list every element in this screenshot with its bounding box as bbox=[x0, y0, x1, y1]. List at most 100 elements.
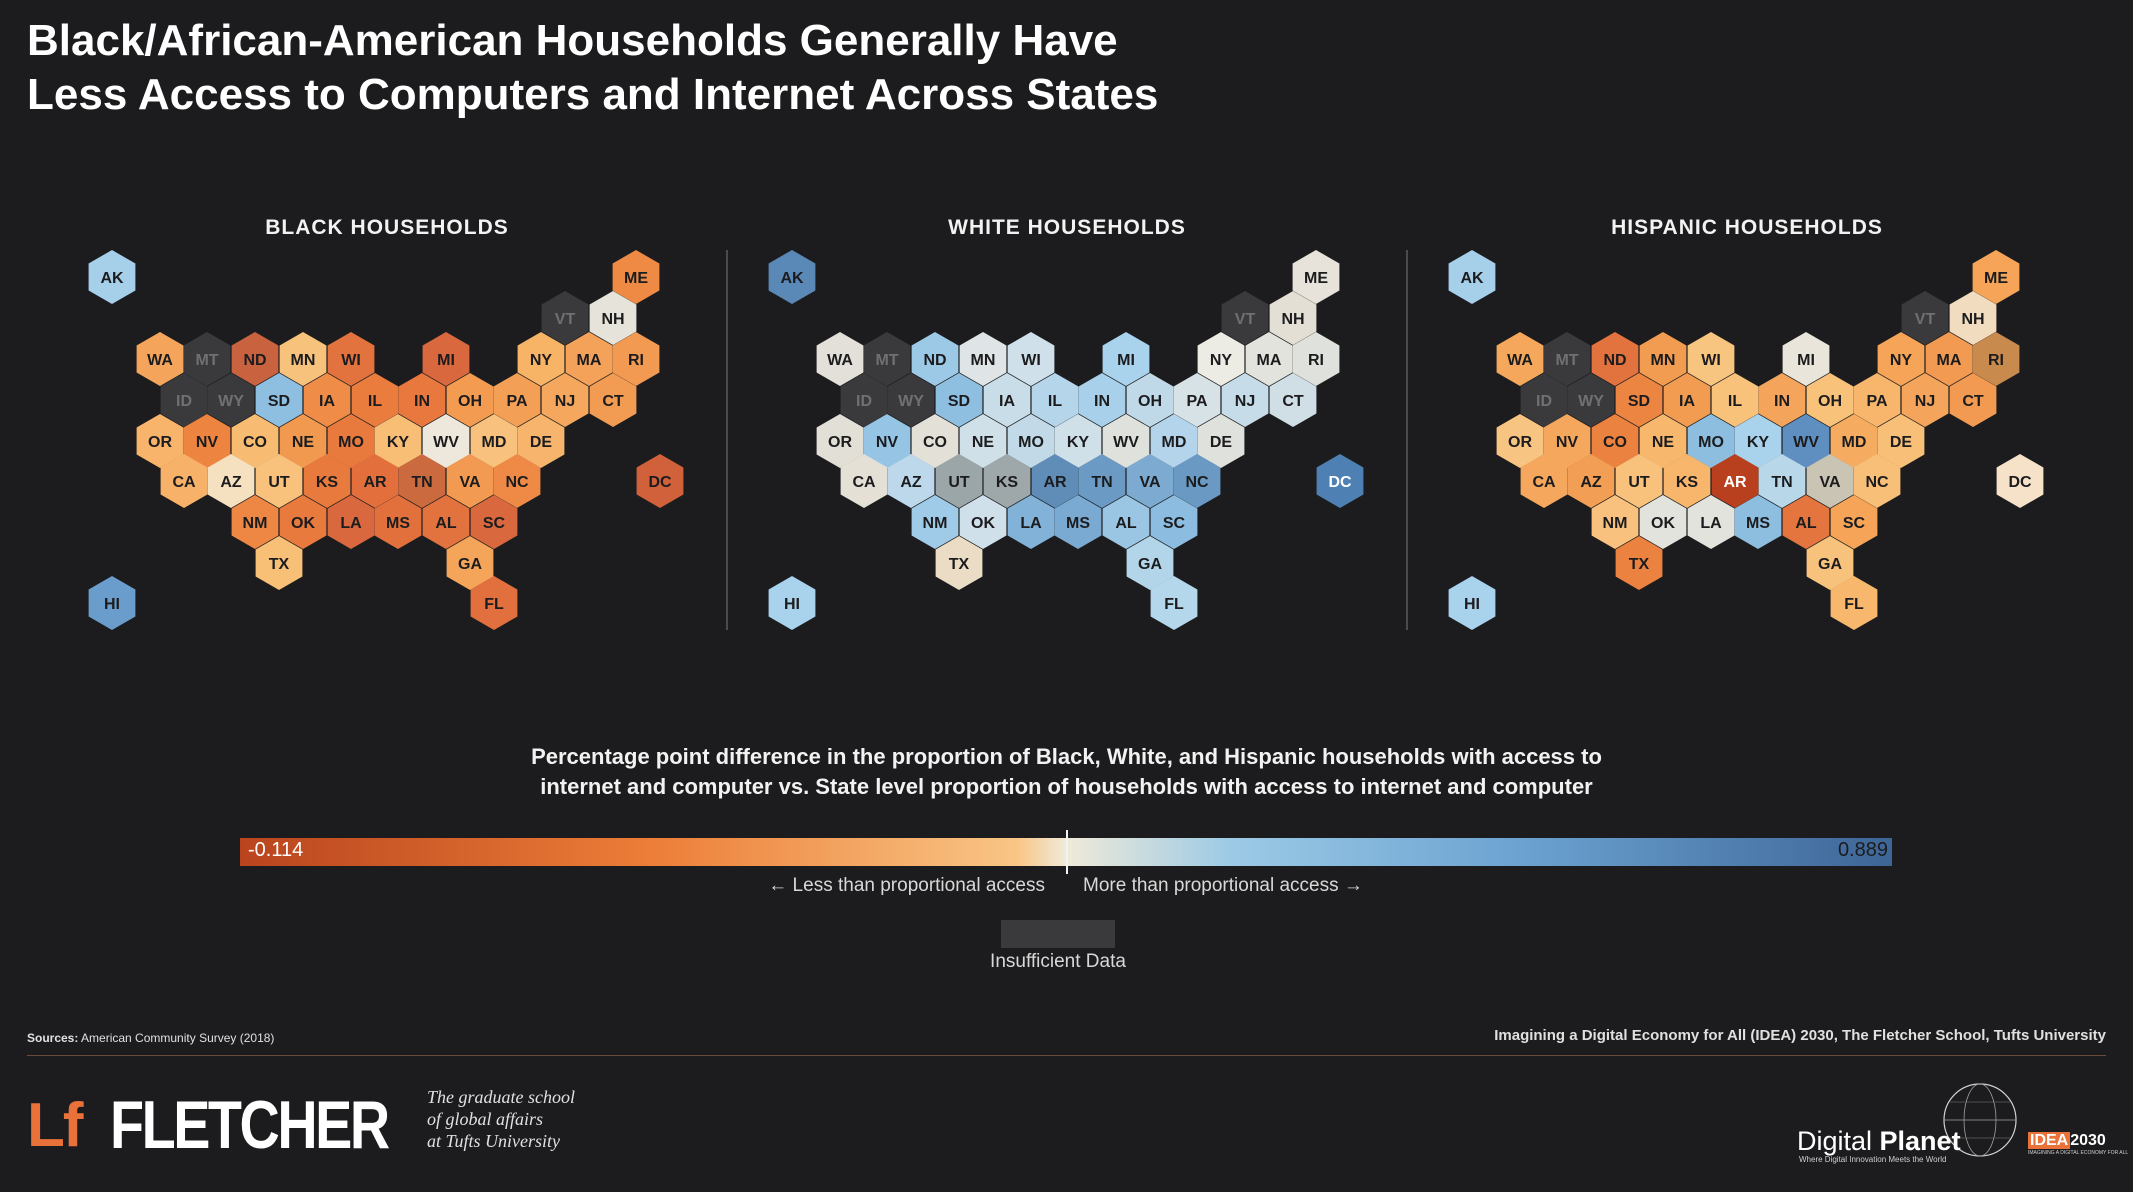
state-tile-nh: NH bbox=[1269, 291, 1317, 345]
state-tile-in: IN bbox=[398, 373, 446, 427]
state-tile-mo: MO bbox=[1687, 414, 1735, 468]
scale-min-value: -0.114 bbox=[248, 839, 304, 861]
state-tile-co: CO bbox=[1591, 414, 1639, 468]
state-tile-la: LA bbox=[327, 495, 375, 549]
state-hex bbox=[959, 332, 1007, 386]
state-tile-ny: NY bbox=[517, 332, 565, 386]
map-title-black: BLACK HOUSEHOLDS bbox=[265, 216, 509, 239]
state-hex bbox=[1996, 454, 2044, 508]
state-tile-sd: SD bbox=[255, 373, 303, 427]
state-label: OK bbox=[291, 515, 315, 532]
state-tile-wa: WA bbox=[816, 332, 864, 386]
state-tile-la: LA bbox=[1687, 495, 1735, 549]
state-label: TX bbox=[949, 556, 970, 573]
state-hex bbox=[1221, 291, 1269, 345]
state-tile-ok: OK bbox=[279, 495, 327, 549]
state-label: OH bbox=[458, 393, 482, 410]
state-tile-ia: IA bbox=[303, 373, 351, 427]
state-tile-de: DE bbox=[1877, 414, 1925, 468]
hex-map-white: AK ME VT NH WA MT ND MN WI MI NY MA RI ID WY SD IA IL IN OH… bbox=[768, 250, 1364, 630]
state-hex bbox=[398, 373, 446, 427]
state-tile-az: AZ bbox=[207, 454, 255, 508]
state-label: NE bbox=[972, 434, 995, 451]
state-hex bbox=[327, 495, 375, 549]
state-tile-ut: UT bbox=[1615, 454, 1663, 508]
state-hex bbox=[959, 414, 1007, 468]
state-label: ND bbox=[923, 352, 946, 369]
state-hex bbox=[1150, 414, 1198, 468]
more-access-label: More than proportional access → bbox=[1083, 875, 1363, 896]
state-hex bbox=[1567, 373, 1615, 427]
state-label: AZ bbox=[220, 474, 242, 491]
state-label: WA bbox=[147, 352, 173, 369]
state-tile-md: MD bbox=[1150, 414, 1198, 468]
state-hex bbox=[88, 250, 136, 304]
state-tile-nh: NH bbox=[1949, 291, 1997, 345]
state-label: AR bbox=[1723, 474, 1747, 491]
state-tile-ar: AR bbox=[1711, 454, 1759, 508]
state-label: NM bbox=[923, 515, 948, 532]
state-hex bbox=[1663, 454, 1711, 508]
state-hex bbox=[279, 495, 327, 549]
state-label: AZ bbox=[1580, 474, 1602, 491]
state-label: CT bbox=[1282, 393, 1304, 410]
state-label: SC bbox=[1843, 515, 1866, 532]
state-tile-ne: NE bbox=[1639, 414, 1687, 468]
state-hex bbox=[1102, 495, 1150, 549]
state-label: OH bbox=[1138, 393, 1162, 410]
state-tile-ks: KS bbox=[983, 454, 1031, 508]
state-label: VT bbox=[1915, 311, 1936, 328]
state-hex bbox=[636, 454, 684, 508]
state-label: AK bbox=[100, 270, 124, 287]
state-label: NM bbox=[1603, 515, 1628, 532]
digital-planet-logo: Digital Planet bbox=[1797, 1126, 1961, 1157]
state-label: NJ bbox=[1915, 393, 1935, 410]
state-tile-ar: AR bbox=[1031, 454, 1079, 508]
state-tile-nv: NV bbox=[1543, 414, 1591, 468]
state-label: MO bbox=[1698, 434, 1724, 451]
state-label: MS bbox=[386, 515, 410, 532]
state-label: LA bbox=[340, 515, 362, 532]
map-divider bbox=[726, 250, 728, 630]
state-tile-az: AZ bbox=[1567, 454, 1615, 508]
state-tile-ia: IA bbox=[1663, 373, 1711, 427]
state-hex bbox=[1806, 454, 1854, 508]
state-hex bbox=[959, 495, 1007, 549]
state-label: AL bbox=[435, 515, 457, 532]
state-label: IL bbox=[1048, 393, 1062, 410]
state-hex bbox=[541, 373, 589, 427]
state-tile-nc: NC bbox=[1853, 454, 1901, 508]
state-hex bbox=[1925, 332, 1973, 386]
state-label: LA bbox=[1020, 515, 1042, 532]
map-divider bbox=[1406, 250, 1408, 630]
state-label: ME bbox=[1304, 270, 1328, 287]
state-tile-or: OR bbox=[816, 414, 864, 468]
state-label: AR bbox=[363, 474, 387, 491]
state-tile-ks: KS bbox=[303, 454, 351, 508]
state-hex bbox=[1031, 454, 1079, 508]
state-tile-ak: AK bbox=[88, 250, 136, 304]
state-label: OK bbox=[1651, 515, 1675, 532]
dp-name-light: Digital bbox=[1797, 1126, 1880, 1156]
dp-name-bold: Planet bbox=[1879, 1126, 1961, 1156]
state-tile-nd: ND bbox=[231, 332, 279, 386]
state-hex bbox=[470, 495, 518, 549]
state-tile-wy: WY bbox=[1567, 373, 1615, 427]
state-label: ID bbox=[1536, 393, 1552, 410]
state-tile-vt: VT bbox=[1901, 291, 1949, 345]
state-hex bbox=[1448, 576, 1496, 630]
state-hex bbox=[612, 250, 660, 304]
state-hex bbox=[1102, 414, 1150, 468]
state-tile-sd: SD bbox=[1615, 373, 1663, 427]
state-hex bbox=[1782, 414, 1830, 468]
state-label: RI bbox=[628, 352, 644, 369]
state-tile-ct: CT bbox=[1949, 373, 1997, 427]
state-label: FL bbox=[1164, 596, 1184, 613]
state-tile-oh: OH bbox=[1806, 373, 1854, 427]
state-tile-wi: WI bbox=[1007, 332, 1055, 386]
state-hex bbox=[1150, 576, 1198, 630]
state-tile-me: ME bbox=[612, 250, 660, 304]
state-label: FL bbox=[484, 596, 504, 613]
state-tile-ky: KY bbox=[1054, 414, 1102, 468]
state-tile-az: AZ bbox=[887, 454, 935, 508]
